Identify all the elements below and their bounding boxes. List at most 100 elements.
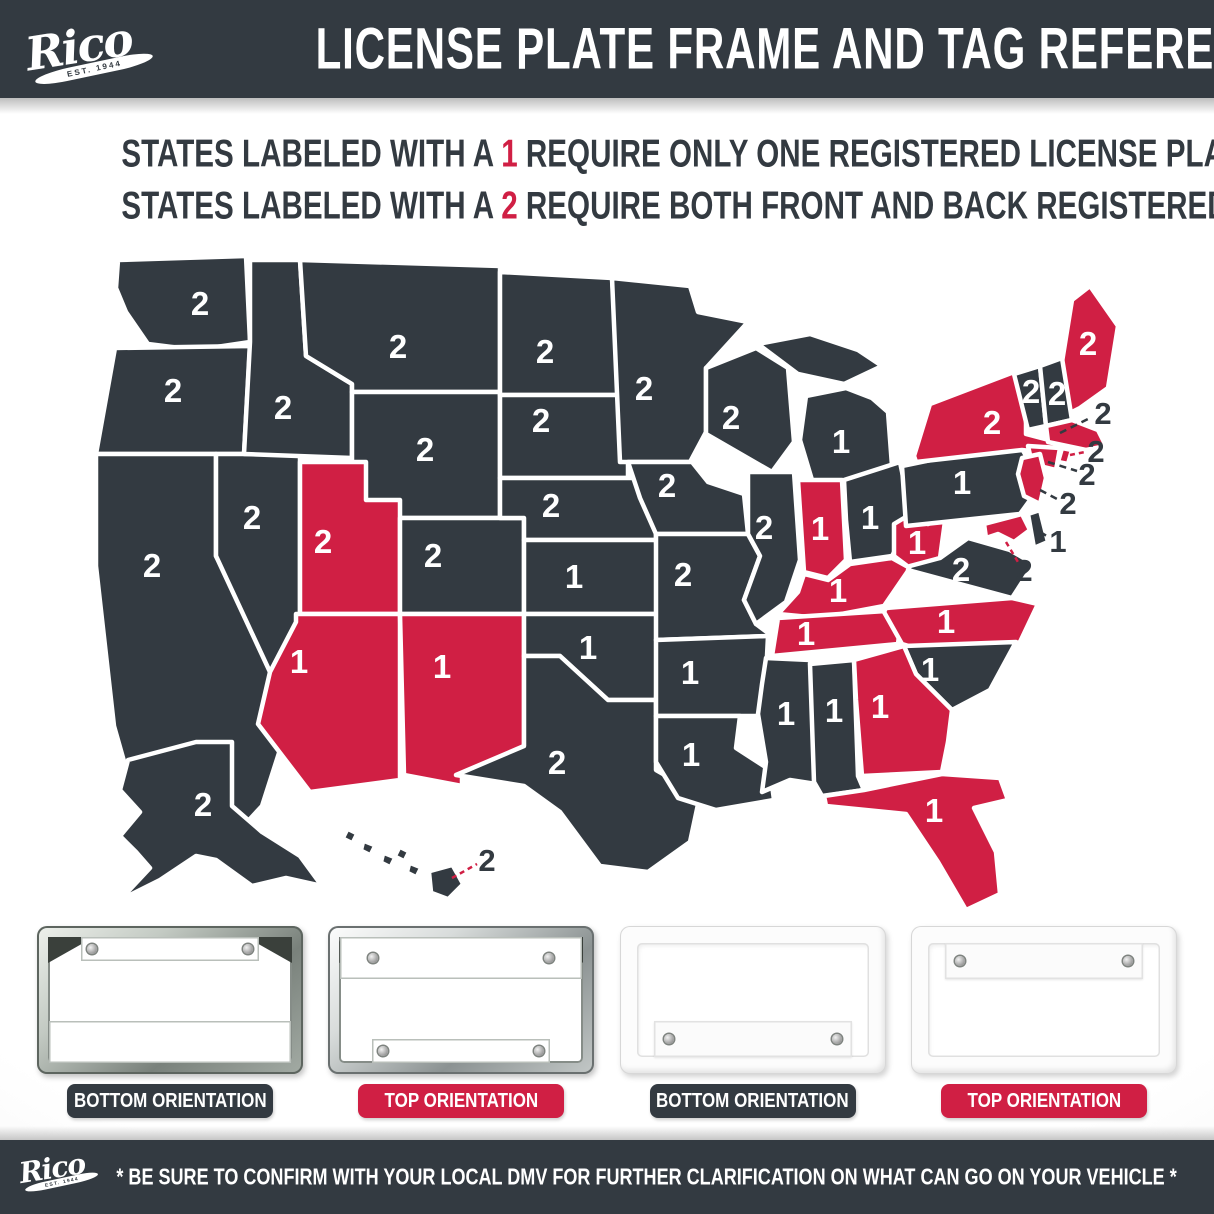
plate-count-UT: 2 xyxy=(314,523,332,560)
state-IL xyxy=(741,469,803,627)
screw-icon xyxy=(243,944,253,954)
state-NC xyxy=(881,595,1041,665)
state-CO xyxy=(397,515,527,617)
plate-count-OH: 1 xyxy=(861,499,879,536)
plate-count-SC: 1 xyxy=(921,651,939,688)
state-NH xyxy=(1037,355,1075,429)
plate-count-RI: 2 xyxy=(1087,434,1104,469)
plate-count-VT: 2 xyxy=(1022,373,1040,410)
state-MN xyxy=(609,275,751,465)
orientation-label-pill: BOTTOM ORIENTATION xyxy=(649,1084,856,1118)
state-MO xyxy=(653,531,775,643)
plate-count-OR: 2 xyxy=(164,372,182,409)
screw-icon xyxy=(1122,956,1133,966)
plate-count-AK: 2 xyxy=(194,786,212,823)
state-WA xyxy=(113,253,253,353)
plate-count-AL: 1 xyxy=(825,692,843,729)
plate-count-MO: 2 xyxy=(674,556,692,593)
frame-banner-area xyxy=(653,1021,852,1057)
plate-count-TX: 2 xyxy=(548,744,566,781)
plate-count-WI: 2 xyxy=(722,399,740,436)
plate-count-WV: 1 xyxy=(908,524,926,561)
callout-line-MD xyxy=(1004,541,1020,563)
state-RI xyxy=(1055,445,1075,467)
state-NY xyxy=(911,369,1067,465)
state-VT xyxy=(1011,363,1049,433)
state-WY xyxy=(349,389,503,521)
plate-count-NM: 1 xyxy=(433,648,451,685)
screw-icon xyxy=(87,944,97,954)
state-ID xyxy=(241,257,355,461)
screw-icon xyxy=(534,1046,545,1056)
state-HI xyxy=(342,828,464,900)
page-title: LICENSE PLATE FRAME AND TAG REFERENCE xyxy=(315,16,1214,82)
screw-icon xyxy=(663,1034,674,1044)
legend-line-2: STATES LABELED WITH A 2 REQUIRE BOTH FRO… xyxy=(121,183,1214,228)
state-OK xyxy=(521,611,663,703)
header-bar: Rico EST. 1944 LICENSE PLATE FRAME AND T… xyxy=(0,0,1214,98)
plate-count-VA: 2 xyxy=(952,551,970,588)
frame-banner-area xyxy=(49,1021,291,1063)
header-shadow xyxy=(0,98,1214,114)
state-WV xyxy=(891,509,949,571)
state-TN xyxy=(769,607,905,659)
orientation-label-pill: TOP ORIENTATION xyxy=(940,1084,1147,1118)
state-MD xyxy=(981,511,1033,545)
state-CT xyxy=(1025,443,1063,473)
plate-count-CO: 2 xyxy=(424,537,442,574)
plate-count-KS: 1 xyxy=(565,558,583,595)
plate-count-PA: 1 xyxy=(953,464,971,501)
frames-row: BOTTOM ORIENTATION TOP ORIENTATION xyxy=(0,926,1214,1118)
license-frame-chrome-bottom xyxy=(37,926,303,1074)
license-frame-white-top xyxy=(910,926,1177,1074)
plate-count-DE: 1 xyxy=(1049,524,1066,559)
footer-bar: * BE SURE TO CONFIRM WITH YOUR LOCAL DMV… xyxy=(0,1140,1214,1214)
plate-count-ID: 2 xyxy=(274,389,292,426)
state-OR xyxy=(93,343,253,457)
state-SD xyxy=(497,392,631,481)
state-SC xyxy=(901,639,1019,713)
rico-logo: Rico EST. 1944 xyxy=(22,11,179,88)
frame-top-strip xyxy=(81,937,259,961)
state-NM xyxy=(397,611,527,789)
plate-count-NY: 2 xyxy=(983,404,1001,441)
frame-col-chrome-bottom: BOTTOM ORIENTATION xyxy=(36,926,304,1118)
frame-col-plastic-top: TOP ORIENTATION xyxy=(910,926,1178,1118)
state-ND xyxy=(497,269,623,398)
state-ME xyxy=(1059,283,1121,417)
plate-count-AR: 1 xyxy=(681,654,699,691)
state-AR xyxy=(653,633,771,719)
state-LA xyxy=(653,713,777,813)
screw-icon xyxy=(954,956,965,966)
callout-line-NJ xyxy=(1039,488,1060,502)
license-frame-white-bottom xyxy=(619,926,886,1074)
screw-icon xyxy=(368,953,379,963)
plate-count-NJ: 2 xyxy=(1059,486,1076,521)
plate-count-NV: 2 xyxy=(243,499,261,536)
dmv-disclaimer: * BE SURE TO CONFIRM WITH YOUR LOCAL DMV… xyxy=(116,1163,1177,1190)
plate-count-LA: 1 xyxy=(682,736,700,773)
plate-count-HI: 2 xyxy=(478,843,495,878)
plate-count-TN: 1 xyxy=(797,615,815,652)
plate-count-MS: 1 xyxy=(777,695,795,732)
plate-count-IN: 1 xyxy=(811,510,829,547)
footer-shadow xyxy=(0,1126,1214,1140)
state-GA xyxy=(851,643,955,779)
state-NE xyxy=(497,475,659,543)
plate-count-ME: 2 xyxy=(1079,325,1097,362)
plate-count-GA: 1 xyxy=(871,688,889,725)
callout-line-CT xyxy=(1047,460,1078,473)
screw-icon xyxy=(378,1046,389,1056)
legend-red-two: 2 xyxy=(501,183,518,228)
state-DE xyxy=(1025,507,1051,551)
state-NJ xyxy=(1015,451,1049,507)
plate-count-OK: 1 xyxy=(579,629,597,666)
frame-col-chrome-top: TOP ORIENTATION xyxy=(327,926,595,1118)
state-AL xyxy=(807,657,867,799)
state-AK xyxy=(117,739,325,903)
state-MT xyxy=(297,257,503,395)
legend: STATES LABELED WITH A 1 REQUIRE ONLY ONE… xyxy=(0,128,1214,232)
state-MS xyxy=(755,655,819,795)
plate-count-MD: 2 xyxy=(1015,553,1032,588)
